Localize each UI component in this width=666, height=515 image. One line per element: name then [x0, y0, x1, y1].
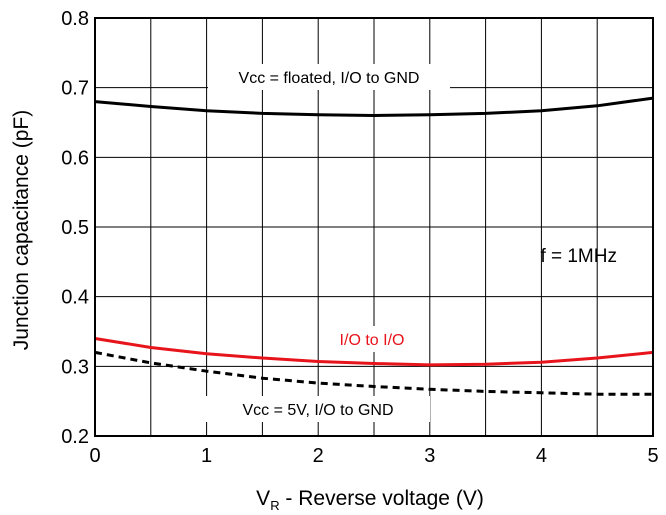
x-axis-label-rest: - Reverse voltage (V): [280, 487, 484, 510]
y-tick-label: 0.7: [61, 78, 89, 100]
x-axis-label-v: V: [256, 487, 270, 510]
series-line-3: [94, 350, 653, 396]
tick-labels: 0 1 2 3 4 5 0.2 0.3 0.4 0.5 0.6 0.7 0.8: [61, 8, 658, 467]
x-tick-label: 1: [201, 445, 212, 467]
floated-series-label: Vcc = floated, I/O to GND: [239, 70, 420, 87]
plot-frame: [94, 17, 654, 437]
x-axis-label: VR - Reverse voltage (V): [256, 487, 484, 513]
io-label-bg: [326, 326, 418, 352]
y-tick-label: 0.5: [61, 217, 89, 239]
freq-label-bg: [600, 242, 650, 268]
y-tick-label: 0.6: [61, 147, 89, 169]
vcc5-series-label: Vcc = 5V, I/O to GND: [242, 402, 393, 419]
y-tick-label: 0.3: [61, 356, 89, 378]
x-tick-label: 0: [89, 445, 100, 467]
frequency-annotation: f = 1MHz: [540, 246, 617, 267]
series-layer: [94, 96, 654, 396]
x-tick-label: 3: [424, 445, 435, 467]
vcc5-label-bg: [206, 396, 430, 422]
x-tick-label: 2: [313, 445, 324, 467]
x-tick-label: 5: [647, 445, 658, 467]
series-line-2: [94, 337, 654, 367]
x-axis-label-subscript: R: [270, 498, 279, 513]
annotations: Vcc = floated, I/O to GND I/O to I/O Vcc…: [206, 64, 650, 422]
y-tick-label: 0.8: [61, 8, 89, 30]
io-series-label: I/O to I/O: [340, 332, 405, 349]
y-axis-label: Junction capacitance (pF): [10, 110, 33, 350]
y-tick-label: 0.4: [61, 287, 89, 309]
floated-label-bg: [208, 64, 450, 90]
y-tick-label: 0.2: [61, 426, 89, 448]
x-tick-label: 4: [536, 445, 547, 467]
series-line-1: [94, 96, 654, 117]
